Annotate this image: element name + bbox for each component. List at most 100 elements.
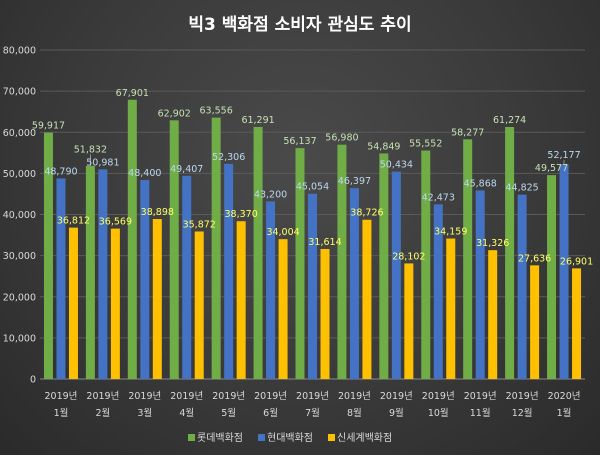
x-tick-month: 2월	[95, 407, 110, 419]
bar-shinsegae	[362, 219, 372, 379]
x-tick-month: 9월	[389, 407, 404, 419]
bar-shinsegae	[404, 263, 414, 379]
x-tick-year: 2019년	[380, 391, 413, 402]
bar-lotte	[85, 165, 95, 379]
data-label: 49,577	[535, 163, 568, 174]
data-label: 28,102	[392, 251, 425, 262]
x-tick-year: 2019년	[254, 391, 287, 402]
y-tick-label: 40,000	[3, 210, 36, 221]
bar-lotte	[211, 117, 221, 380]
x-tick-month: 4월	[179, 407, 194, 419]
data-label: 61,291	[241, 115, 274, 126]
x-tick-year: 2019년	[212, 391, 245, 402]
y-tick-label: 60,000	[3, 128, 36, 139]
legend-swatch	[188, 434, 195, 441]
x-tick-month: 5월	[221, 407, 236, 419]
data-label: 55,552	[409, 139, 442, 150]
legend-label: 현대백화점	[267, 432, 313, 444]
bar-hyundai	[98, 169, 108, 379]
y-tick-label: 30,000	[3, 251, 36, 262]
data-label: 62,902	[158, 108, 191, 119]
bar-hyundai	[224, 163, 234, 379]
bar-lotte	[505, 127, 515, 379]
bar-hyundai	[559, 164, 569, 379]
x-tick-month: 10월	[428, 407, 449, 419]
bar-hyundai	[391, 171, 401, 379]
data-label: 34,004	[266, 227, 299, 238]
bars	[43, 99, 582, 380]
y-tick-label: 10,000	[3, 333, 36, 344]
x-tick-month: 1월	[54, 407, 69, 419]
legend-label: 신세계백화점	[337, 432, 392, 444]
bar-hyundai	[56, 178, 66, 379]
bar-hyundai	[266, 201, 276, 379]
x-tick-year: 2019년	[86, 391, 119, 402]
data-label: 36,569	[99, 217, 132, 228]
data-label: 54,849	[367, 141, 400, 152]
x-tick-year: 2019년	[296, 391, 329, 402]
data-label: 49,407	[170, 164, 203, 175]
y-tick-label: 50,000	[3, 169, 36, 180]
bar-shinsegae	[68, 227, 78, 379]
y-tick-label: 0	[30, 375, 36, 386]
y-tick-label: 80,000	[3, 46, 36, 57]
x-axis-ticks: 2019년 1월 2019년 2월 2019년 3월 2019년 4월 2019년 5월 2019년…	[45, 391, 581, 419]
bar-shinsegae	[320, 248, 330, 379]
data-label: 46,397	[338, 176, 371, 187]
bar-hyundai	[475, 190, 485, 379]
bar-lotte	[547, 175, 557, 379]
bar-shinsegae	[194, 231, 204, 379]
legend: 롯데백화점 현대백화점 신세계백화점	[188, 432, 392, 444]
x-tick-year: 2019년	[128, 391, 161, 402]
data-label: 52,177	[547, 150, 580, 161]
data-label: 38,898	[141, 207, 174, 218]
data-label: 61,274	[493, 115, 526, 126]
bar-lotte	[295, 148, 305, 379]
bar-lotte	[253, 126, 263, 379]
x-tick-month: 1월	[557, 407, 572, 419]
x-tick-year: 2019년	[170, 391, 203, 402]
data-label: 63,556	[200, 106, 233, 117]
y-tick-label: 70,000	[3, 87, 36, 98]
data-label: 59,917	[32, 121, 65, 132]
data-label: 45,054	[296, 182, 329, 193]
bar-shinsegae	[530, 265, 540, 379]
data-label: 27,636	[518, 253, 551, 264]
bar-lotte	[379, 153, 389, 379]
data-label: 56,137	[283, 136, 316, 147]
x-tick-month: 3월	[137, 407, 152, 419]
x-tick-month: 8월	[347, 407, 362, 419]
x-tick-month: 11월	[470, 407, 491, 419]
data-label: 58,277	[451, 127, 484, 138]
bar-lotte	[421, 150, 431, 379]
bar-shinsegae	[110, 228, 120, 379]
data-label: 50,434	[380, 160, 413, 171]
chart-title: 빅3 백화점 소비자 관심도 추이	[188, 15, 411, 35]
x-tick-year: 2020년	[548, 391, 581, 402]
bar-hyundai	[433, 204, 443, 379]
bar-lotte	[127, 99, 137, 379]
y-tick-label: 20,000	[3, 292, 36, 303]
x-tick-month: 12월	[512, 407, 533, 419]
bar-shinsegae	[278, 239, 288, 379]
data-label: 34,159	[434, 227, 467, 238]
bar-shinsegae	[488, 250, 498, 379]
x-tick-month: 6월	[263, 407, 278, 419]
data-label: 35,872	[183, 219, 216, 230]
x-tick-month: 7월	[305, 407, 320, 419]
data-label: 48,790	[44, 166, 77, 177]
data-label: 44,825	[505, 183, 538, 194]
data-label: 67,901	[116, 88, 149, 99]
data-label: 52,306	[212, 152, 245, 163]
legend-label: 롯데백화점	[197, 432, 243, 444]
bar-shinsegae	[152, 219, 162, 379]
bar-shinsegae	[572, 268, 582, 379]
data-label: 26,901	[560, 256, 593, 267]
x-tick-year: 2019년	[338, 391, 371, 402]
bar-hyundai	[517, 194, 527, 379]
data-label: 45,868	[464, 178, 497, 189]
data-label: 38,370	[225, 209, 258, 220]
x-tick-year: 2019년	[464, 391, 497, 402]
legend-swatch	[258, 434, 265, 441]
